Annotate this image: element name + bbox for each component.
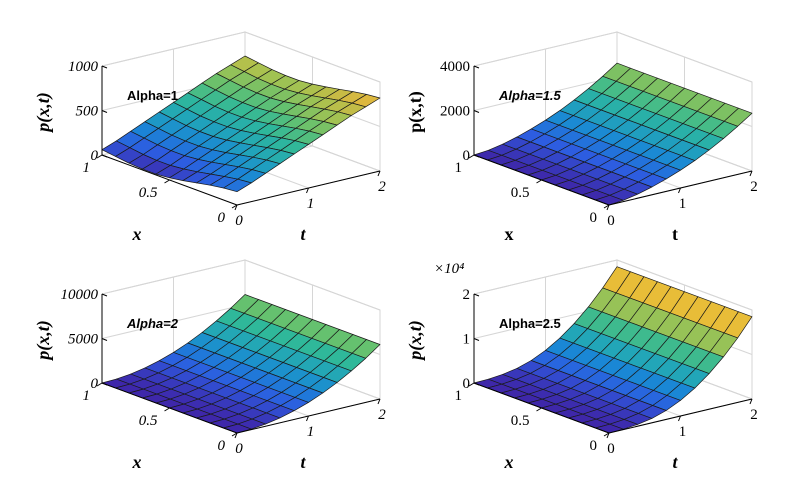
t-tick-label: 2 xyxy=(378,407,386,423)
x-axis-label: x xyxy=(132,452,142,472)
t-tick-label: 2 xyxy=(750,407,758,423)
t-tick-label: 0 xyxy=(235,441,243,457)
z-tick-label: 1000 xyxy=(68,59,99,75)
z-tick-label: 0 xyxy=(91,148,99,164)
z-tick-label: 4000 xyxy=(440,59,470,75)
x-axis-label: x xyxy=(504,452,514,472)
t-tick-label: 0 xyxy=(607,441,615,457)
z-axis-label: p(x,t) xyxy=(33,320,54,362)
t-tick-label: 1 xyxy=(679,424,687,440)
z-axis-label: p(x,t) xyxy=(405,91,426,133)
z-tick-label: 0 xyxy=(463,148,471,164)
z-tick-label: 0 xyxy=(91,376,99,392)
x-tick-label: 1 xyxy=(83,388,91,404)
x-tick-label: 0.5 xyxy=(139,185,158,201)
x-tick-label: 1 xyxy=(455,160,463,176)
alpha-annotation: Alpha=1 xyxy=(127,88,178,103)
x-tick-label: 0.5 xyxy=(511,185,530,201)
t-tick-label: 1 xyxy=(307,424,315,440)
z-tick-label: 5000 xyxy=(68,332,99,348)
x-tick-label: 0 xyxy=(590,210,598,226)
t-tick-label: 1 xyxy=(679,196,687,212)
z-tick-label: 10000 xyxy=(61,287,99,303)
t-tick-label: 2 xyxy=(750,179,758,195)
z-tick-label: 500 xyxy=(76,104,99,120)
x-axis-label: x xyxy=(132,224,142,244)
t-axis-label: t xyxy=(300,452,306,472)
t-tick-label: 2 xyxy=(378,179,386,195)
surface-patch xyxy=(223,178,252,193)
t-axis-label: t xyxy=(300,224,306,244)
x-tick-label: 1 xyxy=(455,388,463,404)
z-multiplier: ×10⁴ xyxy=(434,261,464,277)
t-axis-label: t xyxy=(672,224,678,244)
z-axis-label: p(x,t) xyxy=(33,92,54,134)
surface xyxy=(101,55,381,193)
z-tick-label: 2000 xyxy=(440,104,470,120)
alpha-annotation: Alpha=2.5 xyxy=(499,316,561,331)
alpha-annotation: Alpha=2 xyxy=(126,316,179,331)
x-axis-label: x xyxy=(505,224,514,244)
alpha-annotation: Alpha=1.5 xyxy=(498,88,562,103)
t-tick-label: 0 xyxy=(235,213,243,229)
t-tick-label: 1 xyxy=(307,196,315,212)
x-tick-label: 0.5 xyxy=(511,413,530,429)
surface xyxy=(101,294,381,434)
z-tick-label: 2 xyxy=(463,287,471,303)
surface xyxy=(473,62,753,206)
x-tick-label: 0 xyxy=(218,210,226,226)
x-tick-label: 0 xyxy=(590,438,598,454)
z-axis-label: p(x,t) xyxy=(405,320,426,362)
x-tick-label: 0 xyxy=(218,438,226,454)
surface xyxy=(473,266,753,434)
z-tick-label: 1 xyxy=(463,332,471,348)
z-tick-label: 0 xyxy=(463,376,471,392)
t-axis-label: t xyxy=(672,452,678,472)
x-tick-label: 0.5 xyxy=(139,413,158,429)
x-tick-label: 1 xyxy=(83,160,91,176)
t-tick-label: 0 xyxy=(607,213,615,229)
